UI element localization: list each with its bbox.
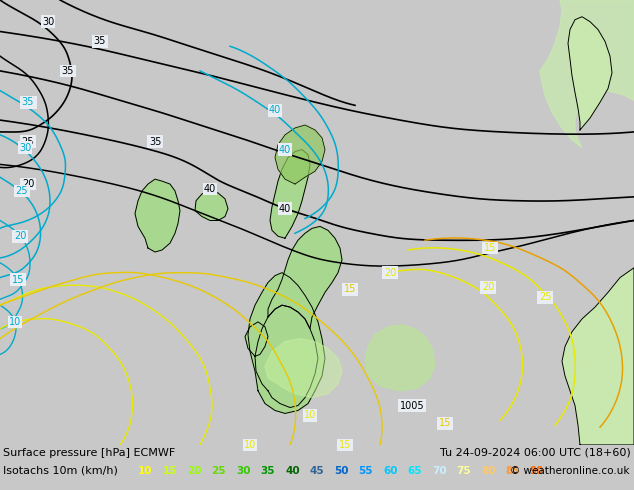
Text: © weatheronline.co.uk: © weatheronline.co.uk (510, 466, 630, 476)
Polygon shape (562, 268, 634, 445)
Polygon shape (268, 226, 342, 329)
Text: 10: 10 (138, 466, 153, 476)
Text: 70: 70 (432, 466, 446, 476)
Text: 15: 15 (484, 243, 496, 253)
Text: Surface pressure [hPa] ECMWF: Surface pressure [hPa] ECMWF (3, 448, 175, 458)
Text: 25: 25 (22, 137, 34, 147)
Text: 15: 15 (162, 466, 177, 476)
Polygon shape (248, 272, 325, 414)
Text: 40: 40 (204, 184, 216, 194)
Polygon shape (568, 17, 612, 130)
Text: 55: 55 (358, 466, 373, 476)
Text: 35: 35 (22, 98, 34, 107)
Text: 25: 25 (16, 186, 29, 196)
Polygon shape (270, 149, 310, 238)
Polygon shape (255, 305, 318, 408)
Polygon shape (245, 322, 268, 356)
Text: 50: 50 (334, 466, 349, 476)
Text: 30: 30 (24, 98, 36, 107)
Polygon shape (275, 125, 325, 184)
Text: 40: 40 (279, 145, 291, 155)
Text: 15: 15 (339, 440, 351, 450)
Text: 15: 15 (12, 274, 24, 285)
Text: 20: 20 (14, 231, 26, 241)
Text: 30: 30 (19, 143, 31, 153)
Text: Tu 24-09-2024 06:00 UTC (18+60): Tu 24-09-2024 06:00 UTC (18+60) (440, 448, 631, 458)
Text: 20: 20 (482, 282, 494, 293)
Text: 20: 20 (22, 179, 34, 189)
Polygon shape (135, 179, 180, 252)
Text: 40: 40 (269, 105, 281, 115)
Text: 80: 80 (481, 466, 496, 476)
Text: 15: 15 (439, 418, 451, 428)
Text: 65: 65 (408, 466, 422, 476)
Text: 35: 35 (94, 36, 106, 47)
Text: 40: 40 (285, 466, 300, 476)
Polygon shape (540, 0, 634, 147)
Text: 75: 75 (456, 466, 471, 476)
Text: 85: 85 (505, 466, 520, 476)
Text: 20: 20 (187, 466, 202, 476)
Text: 40: 40 (279, 204, 291, 214)
Text: 30: 30 (236, 466, 250, 476)
Polygon shape (365, 325, 435, 391)
Text: 45: 45 (309, 466, 324, 476)
Text: 30: 30 (42, 17, 54, 26)
Text: 35: 35 (149, 137, 161, 147)
Text: 1005: 1005 (399, 400, 424, 411)
Text: 15: 15 (344, 284, 356, 294)
Polygon shape (195, 191, 228, 220)
Text: 10: 10 (304, 411, 316, 420)
Text: 20: 20 (384, 268, 396, 278)
Polygon shape (265, 339, 342, 398)
Text: 10: 10 (244, 440, 256, 450)
Text: 60: 60 (383, 466, 398, 476)
Text: 90: 90 (530, 466, 545, 476)
Text: Isotachs 10m (km/h): Isotachs 10m (km/h) (3, 466, 118, 476)
Text: 35: 35 (261, 466, 275, 476)
Text: 25: 25 (539, 292, 551, 302)
Text: 25: 25 (212, 466, 226, 476)
Text: 10: 10 (9, 317, 21, 327)
Text: 35: 35 (61, 66, 74, 76)
